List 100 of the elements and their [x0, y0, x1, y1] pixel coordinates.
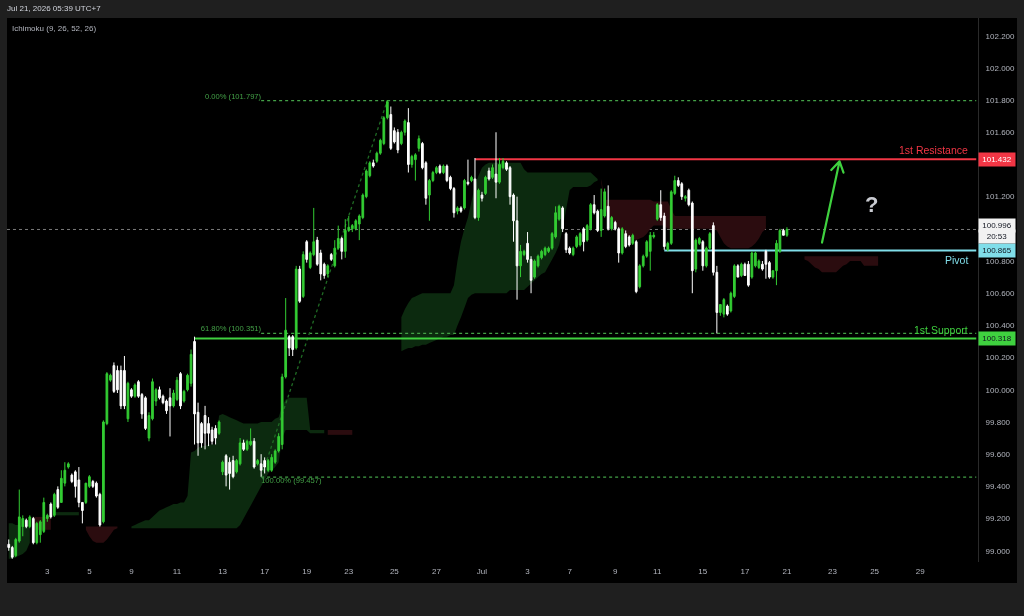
x-tick-label: 11 — [172, 567, 182, 576]
candlestick — [242, 439, 245, 452]
candlestick — [533, 258, 536, 280]
candlestick — [52, 492, 56, 518]
candlestick — [694, 238, 698, 273]
y-tick-label: 100.400 — [985, 321, 1016, 331]
candlestick — [785, 226, 789, 238]
x-tick-label: 23 — [344, 567, 354, 576]
candlestick — [214, 424, 217, 446]
data-label: 101.432 — [982, 155, 1012, 164]
y-tick-label: 99.800 — [985, 417, 1011, 427]
candlestick — [266, 458, 270, 473]
candlestick — [301, 250, 305, 299]
y-tick-label: 102.200 — [985, 31, 1016, 41]
text: Jul 21, 2026 05:39 UTC+7 — [7, 3, 101, 14]
candlestick — [291, 334, 295, 357]
candlestick — [627, 234, 631, 248]
candlestick — [438, 163, 442, 175]
candlestick — [519, 244, 522, 278]
x-tick-label: 25 — [870, 567, 880, 576]
candlestick — [396, 128, 400, 154]
x-tick-label: 23 — [828, 567, 838, 576]
x-tick-label: 21 — [782, 567, 792, 576]
y-tick-label: 100.000 — [985, 385, 1016, 395]
candlestick — [606, 184, 610, 231]
candlestick — [326, 263, 330, 278]
candlestick — [28, 514, 32, 529]
candlestick — [634, 239, 638, 294]
candlestick — [343, 218, 347, 259]
candlestick — [459, 205, 463, 214]
candlestick — [473, 157, 477, 220]
candlestick — [270, 453, 274, 473]
candlestick — [252, 437, 256, 470]
candlestick — [158, 386, 161, 400]
x-tick-label: 3 — [45, 567, 51, 576]
candlestick — [655, 202, 659, 222]
candlestick — [35, 521, 39, 545]
y-tick-label: 99.200 — [985, 514, 1011, 524]
x-tick-label: 17 — [260, 567, 270, 576]
y-tick-label: 102.000 — [985, 63, 1016, 73]
y-tick-label: 100.800 — [985, 256, 1016, 266]
data-label: 100.865 — [982, 246, 1012, 255]
candlestick — [470, 175, 473, 183]
candlestick — [631, 233, 635, 246]
x-tick-label: 13 — [218, 567, 228, 576]
data-label: 100.318 — [982, 334, 1012, 343]
y-tick-label: 100.200 — [985, 353, 1016, 363]
ref-line-label: 100.996 — [982, 221, 1012, 230]
candlestick — [740, 262, 743, 278]
y-tick-label: 101.800 — [985, 95, 1016, 105]
candlestick — [130, 387, 133, 399]
candlestick — [224, 453, 228, 487]
series-label: 1st Support — [914, 324, 968, 336]
text: 20:53 — [986, 232, 1008, 241]
x-tick-label: 3 — [525, 567, 531, 576]
y-tick-label: 101.200 — [985, 192, 1016, 202]
candlestick — [371, 159, 375, 169]
candlestick — [287, 334, 291, 357]
candlestick — [747, 260, 750, 288]
candlestick — [298, 265, 302, 304]
candlestick — [463, 178, 466, 211]
x-tick-label: 25 — [389, 567, 400, 576]
x-tick-label: 19 — [302, 567, 312, 576]
candlestick — [259, 453, 263, 478]
x-tick-label: Jul — [476, 567, 488, 576]
x-tick-label: 7 — [567, 567, 573, 576]
candlestick — [221, 460, 224, 476]
y-tick-label: 101.600 — [985, 128, 1016, 138]
candlestick — [480, 191, 484, 202]
candlestick — [414, 152, 417, 182]
y-tick-label: 99.400 — [985, 482, 1011, 492]
candlestick — [168, 387, 172, 437]
candlestick — [578, 231, 582, 248]
candlestick — [782, 228, 785, 236]
candlestick — [726, 303, 729, 317]
candlestick — [340, 236, 344, 260]
candlestick — [249, 427, 252, 447]
candlestick — [764, 249, 768, 280]
y-tick-label: 99.600 — [985, 449, 1011, 459]
candlestick — [49, 501, 53, 520]
candlestick — [515, 196, 519, 301]
candlestick — [133, 382, 137, 399]
candlestick — [564, 231, 568, 254]
candlestick — [484, 175, 487, 196]
candlestick — [610, 215, 614, 231]
candlestick — [599, 188, 603, 238]
candlestick — [112, 361, 116, 394]
x-tick-label: 9 — [612, 567, 618, 576]
candlestick — [407, 107, 410, 174]
annotation: ? — [865, 192, 879, 217]
candlestick — [543, 246, 547, 257]
x-tick-label: 29 — [915, 567, 926, 576]
candlestick — [305, 239, 309, 264]
candlestick — [620, 226, 624, 256]
candlestick — [329, 252, 333, 262]
candlestick — [66, 461, 70, 470]
series-label: Pivot — [945, 254, 969, 266]
candlestick — [456, 205, 459, 215]
candlestick — [31, 516, 35, 545]
candlestick — [123, 355, 126, 410]
